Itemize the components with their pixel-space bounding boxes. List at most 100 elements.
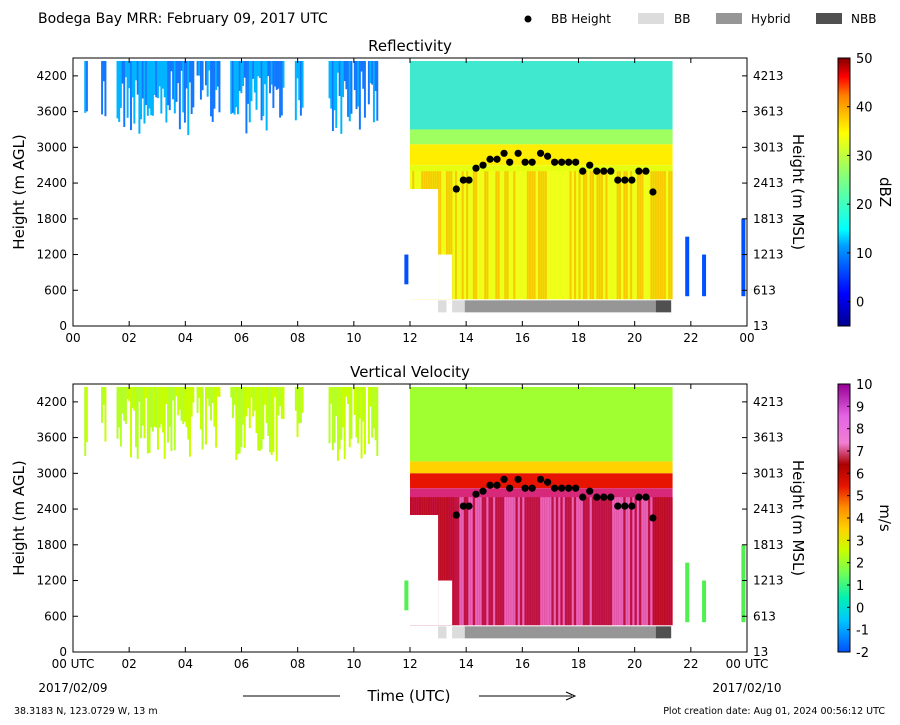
bb-height-point bbox=[479, 161, 487, 169]
bb-height-point bbox=[628, 502, 636, 510]
field-layer bbox=[410, 461, 673, 474]
field-streak bbox=[587, 497, 590, 626]
field-streak bbox=[591, 171, 594, 300]
bb-height-point bbox=[551, 158, 559, 166]
echo-column bbox=[263, 386, 266, 405]
field-streak bbox=[547, 497, 550, 626]
echo-column bbox=[376, 386, 379, 456]
field-streak bbox=[544, 497, 547, 626]
field-streak bbox=[627, 497, 630, 626]
bb-height-point bbox=[493, 481, 501, 489]
field-streak bbox=[484, 497, 487, 626]
field-streak bbox=[596, 497, 599, 626]
field-streak bbox=[596, 171, 599, 300]
echo-column bbox=[141, 60, 144, 99]
isolated-echo bbox=[741, 218, 746, 297]
bb-height-point bbox=[536, 475, 545, 483]
field-streak bbox=[639, 497, 642, 626]
field-streak bbox=[614, 171, 617, 300]
colorbar-tick-label: 6 bbox=[856, 467, 864, 482]
echo-column bbox=[374, 60, 377, 92]
y-right-tick-label: 3613 bbox=[753, 431, 784, 445]
field-streak bbox=[587, 171, 590, 300]
colorbar-tick-label: 1 bbox=[856, 579, 864, 594]
xlabel-arrow-head bbox=[565, 691, 577, 701]
echo-column bbox=[238, 60, 241, 91]
field-streak bbox=[533, 171, 536, 300]
echo-column bbox=[162, 60, 164, 89]
echo-column bbox=[335, 386, 338, 417]
echo-column bbox=[168, 386, 171, 427]
echo-column bbox=[277, 60, 280, 89]
x-tick-label: 20 bbox=[627, 331, 642, 345]
echo-column bbox=[274, 60, 277, 87]
echo-column bbox=[242, 60, 245, 87]
echo-column bbox=[248, 60, 251, 123]
field-streak bbox=[549, 497, 552, 626]
field-streak bbox=[627, 171, 630, 300]
field-streak bbox=[598, 171, 601, 300]
bb-height-point bbox=[579, 493, 587, 501]
bb-height-point bbox=[506, 484, 514, 492]
colorbar-tick-label: -2 bbox=[856, 646, 869, 661]
field-streak bbox=[481, 497, 484, 626]
echo-column bbox=[140, 60, 143, 120]
field-streak bbox=[580, 497, 583, 626]
x-tick-label: 10 bbox=[346, 331, 361, 345]
echo-column bbox=[124, 386, 127, 424]
echo-column bbox=[136, 386, 139, 459]
y-right-tick-label: 1213 bbox=[753, 248, 784, 262]
echo-column bbox=[85, 60, 88, 112]
start-date-label: 2017/02/09 bbox=[38, 681, 107, 695]
echo-column bbox=[175, 386, 178, 397]
echo-column bbox=[260, 386, 263, 450]
field-streak bbox=[576, 171, 579, 300]
echo-column bbox=[153, 60, 156, 95]
field-streak bbox=[594, 497, 597, 626]
bb-height-point bbox=[544, 152, 552, 160]
echo-column bbox=[358, 386, 361, 419]
field-streak bbox=[657, 497, 660, 626]
echo-column bbox=[118, 60, 121, 122]
echo-column bbox=[165, 386, 168, 405]
field-streak bbox=[600, 497, 603, 626]
bb-height-point bbox=[593, 167, 601, 175]
echo-column bbox=[371, 60, 374, 85]
bb-height-point bbox=[649, 514, 657, 522]
bb-height-point bbox=[459, 176, 467, 184]
colorbar-tick-label: 20 bbox=[856, 198, 873, 213]
bb-height-point bbox=[607, 167, 615, 175]
echo-column bbox=[143, 60, 146, 124]
field-streak bbox=[630, 171, 633, 300]
field-streak bbox=[634, 497, 637, 626]
field-streak bbox=[668, 171, 671, 300]
bb-height-point bbox=[486, 481, 494, 489]
field-streak bbox=[463, 171, 466, 300]
echo-column bbox=[151, 60, 154, 116]
bb-height-point bbox=[565, 484, 573, 492]
field-streak bbox=[506, 497, 509, 626]
echo-column bbox=[173, 386, 176, 451]
echo-column bbox=[183, 60, 186, 123]
field-streak bbox=[461, 497, 464, 626]
echo-column bbox=[301, 60, 304, 108]
no-echo-gap bbox=[438, 254, 453, 300]
y-tick-label: 0 bbox=[59, 645, 67, 659]
field-streak bbox=[517, 497, 520, 626]
y-right-tick-label: 4213 bbox=[753, 395, 784, 409]
bb-height-point bbox=[642, 167, 650, 175]
field-streak bbox=[643, 171, 646, 300]
echo-column bbox=[350, 386, 353, 439]
y-tick-label: 0 bbox=[59, 319, 67, 333]
field-streak bbox=[472, 497, 475, 626]
classification-nbb bbox=[655, 300, 672, 313]
x-tick-label: 12 bbox=[402, 657, 417, 671]
bb-height-point bbox=[528, 484, 536, 492]
echo-column bbox=[357, 60, 360, 107]
field-streak bbox=[448, 171, 451, 300]
echo-column bbox=[116, 386, 119, 439]
field-streak bbox=[652, 171, 655, 300]
echo-column bbox=[135, 60, 138, 81]
x-tick-label: 06 bbox=[234, 331, 249, 345]
colorbar bbox=[837, 57, 851, 327]
